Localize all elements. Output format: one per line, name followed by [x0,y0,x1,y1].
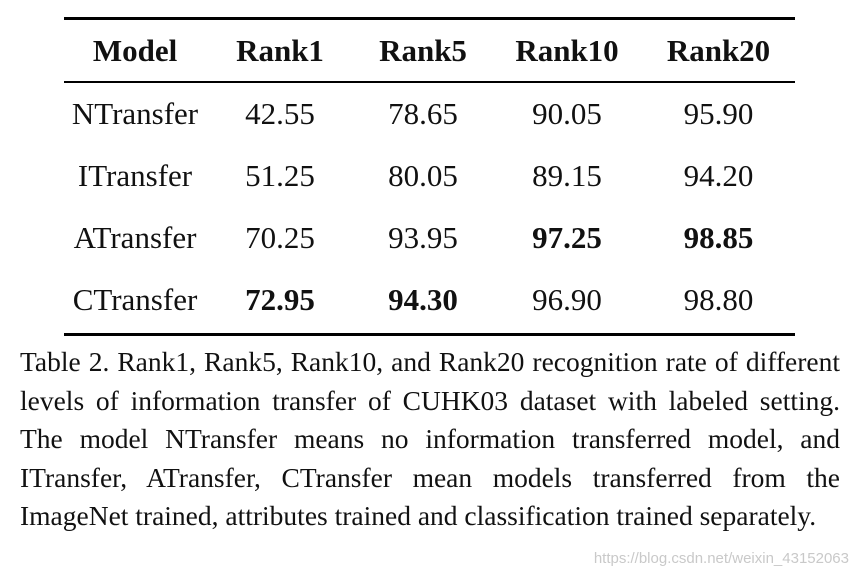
table-row: CTransfer 72.95 94.30 96.90 98.80 [64,269,795,331]
value-cell: 94.30 [388,282,458,317]
model-cell: CTransfer [72,282,198,317]
value-cell: 95.90 [683,96,754,131]
value-cell: 98.85 [683,220,754,255]
table-bottom-rule [64,333,795,336]
value-cell: 51.25 [245,158,315,193]
model-cell: ITransfer [77,158,193,193]
table-caption: Table 2. Rank1, Rank5, Rank10, and Rank2… [20,346,840,531]
header-cell-model: Model [92,32,178,68]
table-row: ATransfer 70.25 93.95 97.25 98.85 [64,207,795,269]
value-cell: 72.95 [245,282,315,317]
value-cell: 89.15 [532,158,602,193]
value-cell: 96.90 [532,282,602,317]
header-cell-rank5: Rank5 [379,32,467,68]
header-row: Model Rank1 Rank5 Rank10 Rank20 [64,20,795,81]
value-cell: 90.05 [532,96,602,131]
watermark: https://blog.csdn.net/weixin_43152063 [593,550,849,567]
value-cell: 93.95 [388,220,458,255]
value-cell: 98.80 [683,282,754,317]
table-row: ITransfer 51.25 80.05 89.15 94.20 [64,145,795,207]
table-header-rule [64,81,795,83]
results-table: Model Rank1 Rank5 Rank10 Rank20 NTransfe… [64,20,795,331]
header-cell-rank20: Rank20 [666,32,771,68]
value-cell: 80.05 [388,158,458,193]
value-cell: 97.25 [532,220,602,255]
header-cell-rank1: Rank1 [236,32,324,68]
model-cell: ATransfer [73,220,197,255]
value-cell: 94.20 [683,158,754,193]
model-cell: NTransfer [71,96,199,131]
header-cell-rank10: Rank10 [515,32,619,68]
table-top-rule [64,17,795,20]
value-cell: 42.55 [245,96,315,131]
value-cell: 78.65 [388,96,458,131]
table-row: NTransfer 42.55 78.65 90.05 95.90 [64,81,795,145]
value-cell: 70.25 [245,220,315,255]
